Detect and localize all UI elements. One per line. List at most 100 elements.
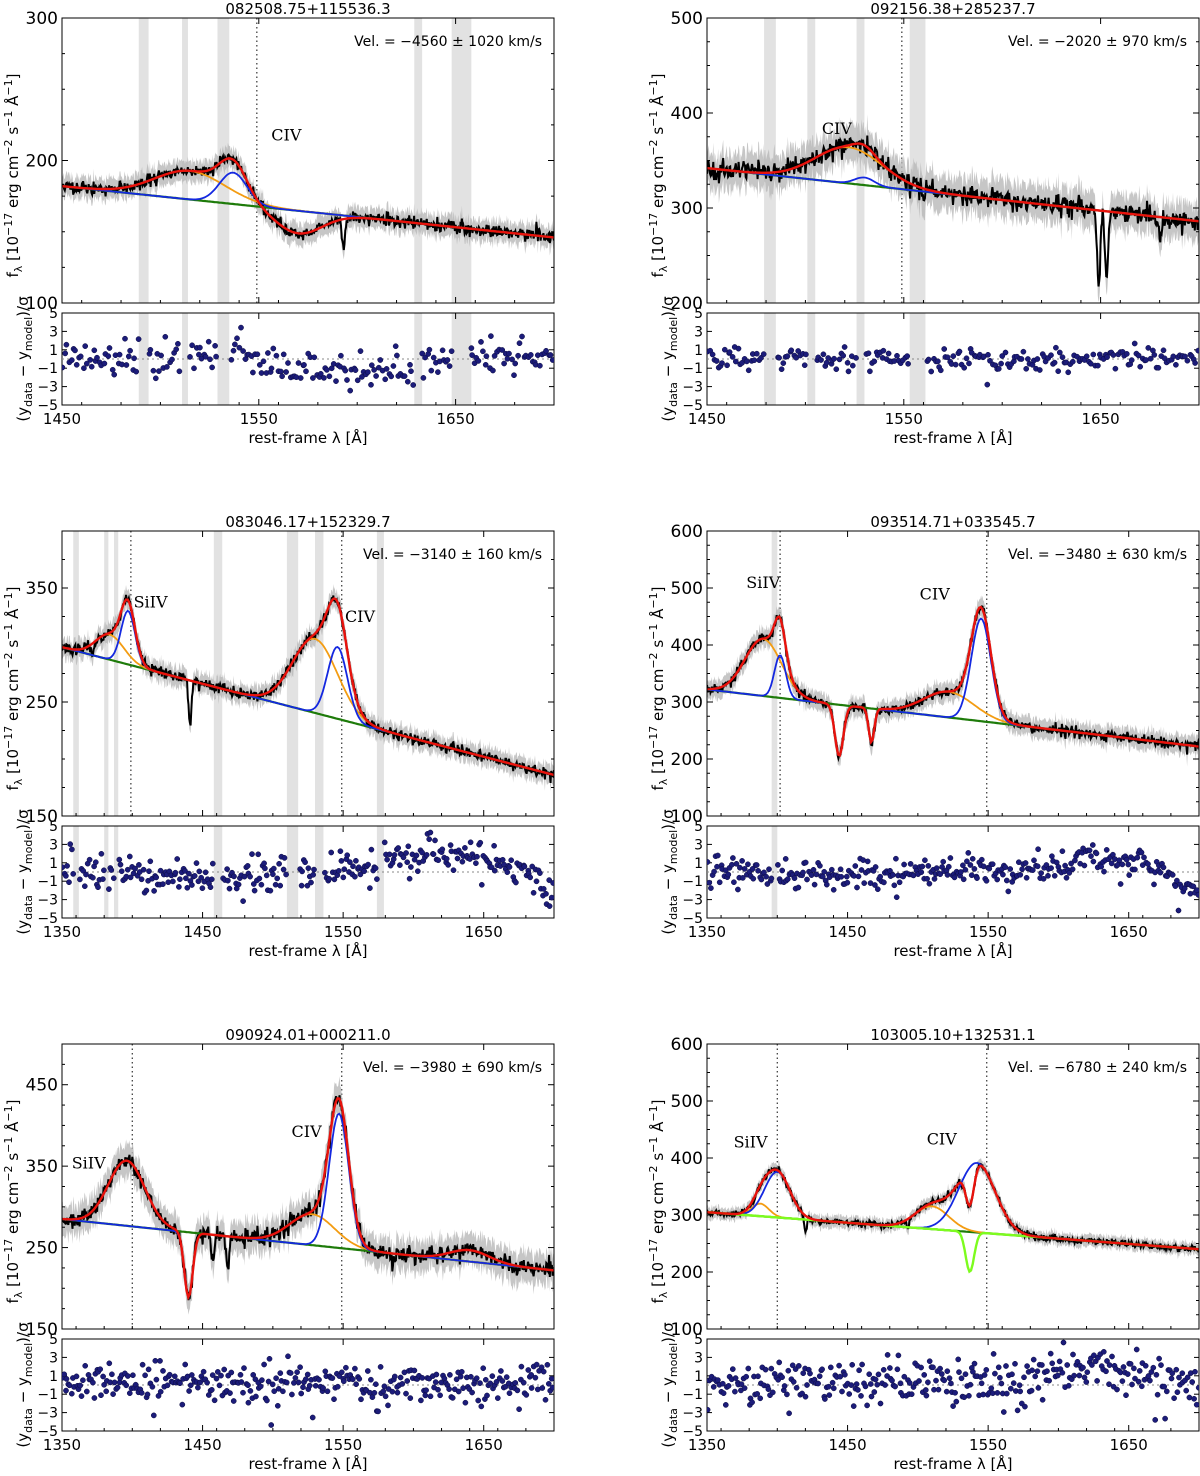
residual-point	[135, 336, 142, 342]
residual-point	[359, 374, 365, 380]
mask-region	[73, 531, 79, 816]
residual-point	[199, 885, 206, 892]
residual-point	[925, 863, 932, 869]
residual-point	[947, 855, 954, 861]
resid-ytick-label: −3	[682, 380, 703, 396]
residual-point	[101, 360, 108, 367]
residual-point	[800, 869, 806, 876]
residual-point	[1169, 872, 1176, 878]
residual-point	[176, 368, 183, 375]
residual-point	[482, 361, 489, 368]
residual-point	[337, 848, 344, 855]
residual-point	[150, 1412, 157, 1419]
residual-point	[390, 363, 397, 369]
residual-point	[741, 1385, 748, 1391]
residual-point	[241, 873, 248, 880]
residual-point	[304, 882, 311, 889]
residual-point	[1123, 1392, 1129, 1399]
residual-point	[995, 1364, 1002, 1371]
resid-ytick-label: −5	[682, 1424, 703, 1440]
residual-point	[786, 1410, 792, 1417]
residual-point	[453, 1376, 460, 1383]
residual-point	[86, 856, 93, 863]
residual-point	[793, 1384, 800, 1391]
residual-point	[136, 862, 142, 868]
residual-point	[894, 1366, 901, 1373]
residual-point	[91, 1395, 98, 1401]
residual-point	[247, 873, 253, 880]
narrow-component	[62, 1112, 554, 1300]
residual-point	[1145, 345, 1152, 351]
residual-point	[1017, 1388, 1024, 1395]
residual-point	[454, 855, 461, 862]
residual-point	[735, 345, 742, 352]
residual-point	[182, 1361, 189, 1368]
ytick-label: 300	[671, 693, 703, 713]
residual-point	[403, 850, 409, 856]
residual-point	[1119, 861, 1126, 868]
residual-point	[277, 1370, 284, 1376]
residual-point	[231, 873, 237, 880]
residual-point	[184, 884, 191, 891]
residual-point	[971, 866, 978, 872]
residual-point	[1133, 1346, 1140, 1353]
residual-point	[1114, 1386, 1120, 1393]
residual-point	[81, 365, 87, 372]
residual-point	[138, 876, 145, 883]
residual-point	[931, 876, 938, 882]
residual-point	[499, 347, 506, 353]
residual-point	[297, 375, 304, 381]
residual-point	[157, 1388, 164, 1395]
residual-point	[1062, 862, 1068, 869]
residual-point	[944, 1368, 951, 1375]
residual-point	[367, 885, 373, 891]
residual-point	[338, 858, 345, 864]
residual-point	[147, 346, 154, 353]
residual-point	[204, 1379, 210, 1386]
residual-point	[110, 1391, 116, 1397]
residual-point	[960, 862, 966, 869]
residual-point	[411, 1367, 418, 1374]
residual-point	[299, 868, 305, 875]
residual-point	[1126, 872, 1133, 878]
residual-point	[432, 837, 438, 844]
residual-point	[347, 859, 353, 865]
residual-point	[733, 860, 740, 867]
residual-point	[930, 1364, 936, 1371]
residual-point	[933, 1377, 939, 1384]
mask-region	[104, 531, 109, 816]
x-axis-label: rest-frame λ [Å]	[893, 1454, 1012, 1473]
residual-point	[341, 866, 348, 873]
residual-point	[871, 1389, 878, 1395]
ytick-label: 100	[671, 1320, 703, 1340]
residual-point	[775, 1376, 782, 1383]
residual-point	[106, 345, 113, 351]
residual-point	[368, 1376, 374, 1383]
residual-point	[875, 1371, 882, 1378]
residual-point	[527, 352, 534, 358]
residual-point	[739, 875, 746, 881]
residual-point	[187, 354, 193, 360]
emission-line-label: CIV	[345, 607, 376, 626]
residual-point	[312, 1382, 319, 1389]
residual-point	[803, 351, 809, 358]
residual-point	[228, 1369, 235, 1376]
residual-point	[173, 346, 180, 353]
residual-point	[1023, 874, 1030, 881]
residual-point	[165, 879, 172, 886]
ytick-label: 400	[671, 104, 703, 124]
residual-point	[958, 1375, 965, 1382]
error-band	[707, 114, 1199, 303]
residual-point	[1134, 854, 1141, 861]
residual-point	[140, 866, 147, 873]
residual-point	[1063, 874, 1070, 881]
resid-ytick-label: −5	[37, 911, 58, 927]
residual-point	[729, 354, 736, 360]
residual-point	[549, 1384, 554, 1391]
velocity-annotation: Vel. = −3480 ± 630 km/s	[1008, 547, 1187, 563]
residual-point	[87, 357, 94, 363]
residual-point	[1141, 854, 1147, 861]
residual-point	[303, 368, 309, 375]
residual-point	[283, 369, 289, 375]
panel-title: 092156.38+285237.7	[870, 0, 1035, 18]
